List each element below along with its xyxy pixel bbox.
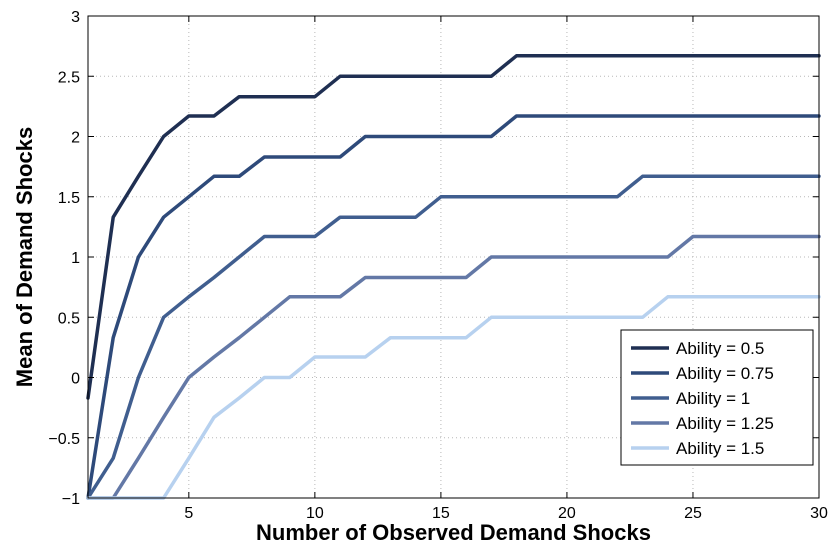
series-line xyxy=(86,114,821,500)
y-tick-label: 2 xyxy=(71,130,80,147)
x-axis-title: Number of Observed Demand Shocks xyxy=(256,520,651,545)
y-axis-title: Mean of Demand Shocks xyxy=(12,127,37,387)
y-tick-label: 0.5 xyxy=(58,310,80,327)
x-tick-label: 5 xyxy=(184,505,193,522)
series-layer xyxy=(86,54,821,500)
x-tick-label: 30 xyxy=(810,505,828,522)
ticks xyxy=(88,15,820,499)
series-line xyxy=(86,174,821,500)
y-tick-label: −1 xyxy=(62,491,80,508)
x-tick-label: 10 xyxy=(306,505,324,522)
y-tick-label: 1 xyxy=(71,250,80,267)
tick-labels: 5 10 15 20 25 30 −1 −0.5 0 0.5 1 1.5 2 2.5 3 xyxy=(48,9,828,522)
legend-label: Ability = 0.75 xyxy=(676,364,774,383)
series-line xyxy=(86,295,821,500)
legend: Ability = 0.5 Ability = 0.75 Ability = 1 Ab… xyxy=(620,329,814,466)
legend-label: Ability = 1.25 xyxy=(676,414,774,433)
y-tick-label: 2.5 xyxy=(58,69,80,86)
x-tick-label: 20 xyxy=(558,505,576,522)
series-line xyxy=(86,54,821,400)
series-line xyxy=(86,234,821,500)
legend-label: Ability = 1 xyxy=(676,389,750,408)
y-tick-label: 1.5 xyxy=(58,190,80,207)
y-tick-label: 0 xyxy=(71,371,80,388)
y-tick-label: 3 xyxy=(71,9,80,26)
legend-label: Ability = 0.5 xyxy=(676,339,764,358)
x-tick-label: 15 xyxy=(432,505,450,522)
y-tick-label: −0.5 xyxy=(48,431,80,448)
x-tick-label: 25 xyxy=(684,505,702,522)
legend-label: Ability = 1.5 xyxy=(676,439,764,458)
